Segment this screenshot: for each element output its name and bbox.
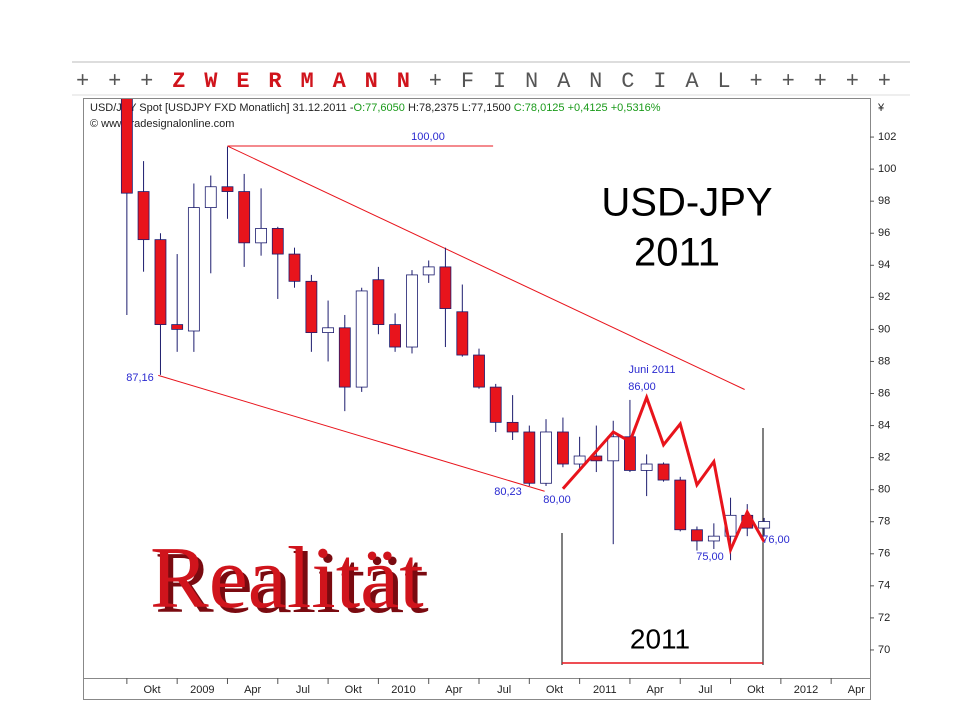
candle-body bbox=[204, 186, 217, 208]
candle-body bbox=[171, 324, 184, 330]
candle-body bbox=[473, 354, 485, 388]
y-tick-label: 88 bbox=[878, 355, 890, 367]
info-close: C:78,0125 +0,4125 +0,5316% bbox=[514, 102, 661, 114]
subtitle: 2011 bbox=[634, 231, 720, 275]
x-tick-label: 2009 bbox=[190, 684, 214, 696]
candle-body bbox=[322, 327, 334, 334]
candle-body bbox=[422, 266, 435, 276]
x-tick-label: 2011 bbox=[593, 684, 617, 696]
candle-body bbox=[288, 253, 301, 282]
candle-body bbox=[758, 521, 771, 529]
y-tick-label: 98 bbox=[878, 195, 890, 207]
x-tick-label: Okt bbox=[546, 684, 563, 696]
info-open: O:77,6050 bbox=[354, 102, 405, 114]
candle-body bbox=[255, 228, 267, 244]
candle-body bbox=[657, 463, 670, 481]
header-suffix: + F I N A N C I A L + + + + + bbox=[429, 69, 891, 94]
trend-line bbox=[227, 145, 745, 390]
caption: Realität bbox=[150, 530, 424, 627]
candle-body bbox=[640, 463, 653, 471]
x-tick-label: Apr bbox=[244, 684, 261, 696]
y-tick-label: 90 bbox=[878, 323, 890, 335]
candle-body bbox=[154, 239, 167, 325]
annotation: 87,16 bbox=[126, 372, 154, 384]
y-tick-label: 96 bbox=[878, 227, 890, 239]
y-tick-label: 70 bbox=[878, 644, 890, 656]
caption-shadow: Realität bbox=[155, 535, 429, 632]
header-prefix: + + + bbox=[76, 69, 153, 94]
header: + + + Z W E R M A N N + F I N A N C I A … bbox=[76, 69, 891, 94]
annotation: 76,00 bbox=[762, 534, 790, 546]
y-tick-label: 78 bbox=[878, 516, 890, 528]
x-tick-label: Apr bbox=[848, 684, 865, 696]
y-tick-label: 76 bbox=[878, 548, 890, 560]
annotation: Juni 2011 bbox=[629, 364, 676, 376]
candle-body bbox=[439, 266, 452, 309]
x-tick-label: Jul bbox=[497, 684, 511, 696]
x-tick-label: Okt bbox=[345, 684, 362, 696]
candle-body bbox=[372, 279, 385, 325]
candle-body bbox=[221, 186, 234, 192]
candle-body bbox=[120, 99, 133, 194]
y-unit: ¥ bbox=[877, 102, 885, 114]
candle-body bbox=[305, 280, 318, 334]
y-tick-label: 82 bbox=[878, 452, 890, 464]
x-tick-label: Jul bbox=[296, 684, 310, 696]
candle-body bbox=[523, 431, 536, 484]
candle-body bbox=[691, 529, 703, 542]
candle-body bbox=[389, 324, 401, 348]
candle-body bbox=[271, 228, 284, 255]
candle-body bbox=[506, 421, 519, 433]
y-tick-label: 84 bbox=[878, 419, 890, 431]
x-tick-label: Apr bbox=[647, 684, 664, 696]
trend-line bbox=[158, 374, 545, 492]
candle-body bbox=[557, 431, 569, 465]
x-tick-label: 2012 bbox=[794, 684, 818, 696]
candle-body bbox=[187, 207, 200, 332]
info-line: USD/JPY Spot [USDJPY FXD Monatlich] 31.1… bbox=[90, 102, 661, 114]
info-high-low: H:78,2375 L:77,1500 bbox=[408, 102, 511, 114]
annotation: 80,00 bbox=[543, 494, 571, 506]
y-tick-label: 100 bbox=[878, 163, 896, 175]
candle-body bbox=[624, 436, 636, 471]
y-tick-label: 86 bbox=[878, 387, 890, 399]
y-tick-label: 74 bbox=[878, 580, 890, 592]
candle-body bbox=[573, 455, 586, 465]
candle-body bbox=[238, 191, 251, 244]
candle-body bbox=[489, 386, 502, 423]
y-tick-label: 102 bbox=[878, 131, 896, 143]
y-tick-label: 94 bbox=[878, 259, 890, 271]
y-tick-label: 80 bbox=[878, 484, 890, 496]
candle-body bbox=[607, 436, 620, 462]
candle-body bbox=[137, 191, 150, 241]
title: USD-JPY bbox=[601, 181, 772, 225]
candle-body bbox=[355, 290, 368, 388]
plot bbox=[120, 99, 771, 561]
candle-body bbox=[406, 274, 418, 348]
info-symbol: USD/JPY Spot [USDJPY FXD Monatlich] 31.1… bbox=[90, 102, 354, 114]
x-tick-label: Jul bbox=[698, 684, 712, 696]
annotation: 75,00 bbox=[696, 551, 724, 563]
candle-body bbox=[540, 431, 552, 484]
y-tick-label: 92 bbox=[878, 291, 890, 303]
candle-body bbox=[674, 479, 687, 531]
candle-body bbox=[338, 327, 351, 388]
header-name: Z W E R M A N N bbox=[172, 69, 410, 94]
source: © www.tradesignalonline.com bbox=[90, 118, 234, 130]
y-tick-label: 72 bbox=[878, 612, 890, 624]
candle-body bbox=[456, 311, 469, 356]
x-tick-label: 2010 bbox=[391, 684, 415, 696]
x-tick-label: Okt bbox=[747, 684, 764, 696]
forecast-line bbox=[561, 393, 766, 555]
x-tick-label: Okt bbox=[143, 684, 160, 696]
annotation: 80,23 bbox=[494, 486, 522, 498]
annotation: 86,00 bbox=[628, 381, 656, 393]
box-label: 2011 bbox=[630, 623, 690, 654]
candle-body bbox=[707, 535, 720, 542]
annotation: 100,00 bbox=[411, 131, 445, 143]
x-tick-label: Apr bbox=[445, 684, 462, 696]
